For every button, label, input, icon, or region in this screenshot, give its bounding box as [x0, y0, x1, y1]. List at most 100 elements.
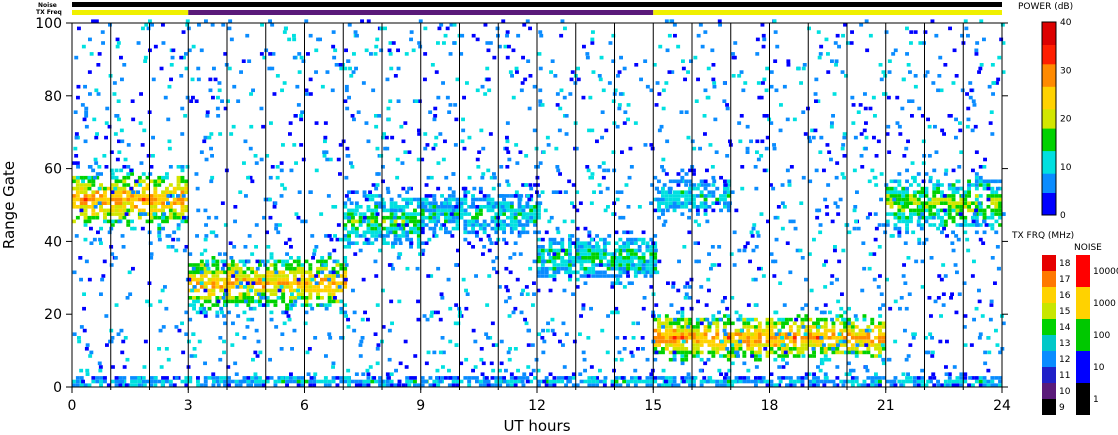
data-cell — [358, 223, 363, 227]
data-cell — [812, 321, 816, 326]
data-cell — [145, 219, 150, 224]
data-cell — [246, 259, 251, 264]
data-cell — [482, 230, 487, 235]
data-cell — [938, 339, 943, 344]
data-cell — [85, 372, 90, 376]
data-cell — [641, 306, 646, 311]
data-cell — [506, 201, 510, 205]
data-cell — [802, 63, 807, 67]
data-cell — [409, 226, 413, 231]
data-cell — [172, 230, 177, 235]
data-cell — [690, 139, 695, 144]
data-cell — [737, 121, 742, 125]
data-cell — [769, 252, 774, 256]
data-cell — [664, 328, 669, 333]
data-cell — [292, 270, 297, 275]
data-cell — [292, 266, 297, 271]
data-cell — [668, 350, 673, 355]
data-cell — [906, 256, 911, 260]
data-cell — [901, 274, 906, 278]
data-cell — [157, 230, 162, 235]
data-cell — [801, 175, 806, 180]
data-cell — [145, 212, 150, 216]
data-cell — [273, 379, 278, 384]
data-cell — [967, 208, 971, 213]
data-cell — [391, 245, 395, 249]
data-cell — [196, 266, 200, 271]
data-cell — [461, 117, 465, 122]
data-cell — [696, 212, 700, 216]
data-cell — [114, 194, 119, 198]
data-cell — [967, 223, 971, 227]
data-cell — [755, 230, 760, 235]
data-cell — [453, 103, 458, 107]
data-cell — [986, 368, 991, 373]
data-cell — [289, 306, 293, 311]
data-cell — [819, 336, 824, 340]
data-cell — [157, 234, 162, 238]
data-cell — [660, 165, 664, 169]
data-cell — [754, 332, 758, 336]
data-cell — [936, 296, 941, 300]
data-cell — [196, 263, 200, 267]
data-cell — [486, 379, 491, 384]
data-cell — [1001, 41, 1006, 45]
data-cell — [860, 165, 865, 169]
data-cell — [680, 201, 685, 205]
data-cell — [195, 310, 200, 315]
data-cell — [872, 252, 877, 256]
data-cell — [618, 274, 623, 278]
data-cell — [122, 179, 127, 184]
data-cell — [829, 281, 834, 285]
data-cell — [269, 277, 274, 282]
data-cell — [909, 183, 913, 187]
data-cell — [581, 95, 586, 100]
data-cell — [149, 201, 154, 205]
data-cell — [513, 306, 518, 311]
data-cell — [75, 183, 80, 187]
data-cell — [99, 379, 103, 384]
data-cell — [258, 281, 262, 285]
data-cell — [636, 321, 640, 326]
data-cell — [645, 266, 650, 271]
data-cell — [911, 230, 916, 235]
data-cell — [924, 194, 929, 198]
data-cell — [463, 376, 468, 380]
data-cell — [320, 270, 325, 275]
data-cell — [486, 197, 491, 202]
data-cell — [310, 234, 315, 238]
data-cell — [888, 306, 893, 311]
data-cell — [725, 347, 730, 351]
data-cell — [490, 383, 495, 387]
data-cell — [354, 201, 359, 205]
data-cell — [610, 252, 615, 256]
data-cell — [782, 84, 787, 89]
data-cell — [494, 212, 499, 216]
data-cell — [750, 325, 754, 329]
data-cell — [529, 219, 534, 224]
data-cell — [158, 299, 163, 304]
data-cell — [757, 343, 762, 347]
data-cell — [145, 186, 150, 191]
data-cell — [974, 52, 979, 56]
data-cell — [715, 347, 720, 351]
data-cell — [227, 310, 231, 315]
data-cell — [831, 347, 835, 351]
data-cell — [354, 66, 358, 71]
data-cell — [532, 292, 536, 296]
data-cell — [637, 245, 642, 249]
data-cell — [446, 277, 451, 282]
data-cell — [165, 175, 169, 180]
data-cell — [920, 208, 925, 213]
data-cell — [423, 132, 428, 136]
data-cell — [276, 296, 281, 300]
data-cell — [88, 92, 92, 96]
data-cell — [118, 190, 123, 194]
data-cell — [829, 124, 834, 129]
data-cell — [653, 256, 658, 260]
data-cell — [703, 197, 708, 202]
data-cell — [684, 194, 689, 198]
data-cell — [602, 270, 607, 275]
data-cell — [174, 376, 179, 380]
data-cell — [79, 277, 83, 282]
